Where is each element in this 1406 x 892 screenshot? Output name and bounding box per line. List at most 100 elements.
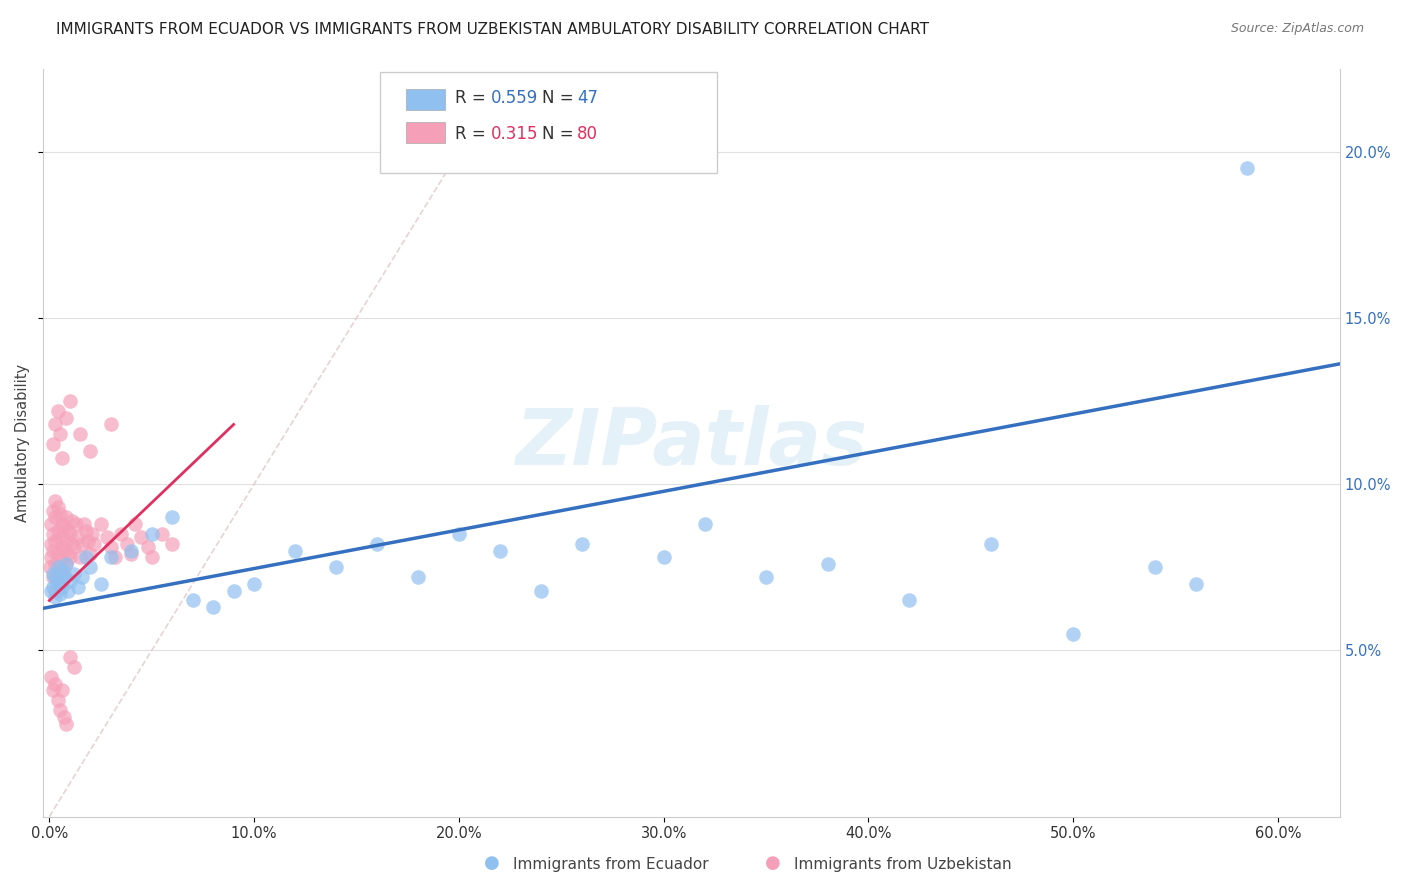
Point — [115, 537, 138, 551]
Point — [59, 574, 82, 588]
Point — [141, 550, 163, 565]
Point — [46, 500, 69, 515]
Point — [41, 670, 63, 684]
Point — [79, 443, 101, 458]
FancyBboxPatch shape — [380, 72, 717, 173]
Point — [52, 543, 75, 558]
Point — [42, 580, 65, 594]
Point — [1185, 577, 1208, 591]
Point — [79, 560, 101, 574]
Point — [42, 683, 65, 698]
Point — [70, 537, 93, 551]
Point — [160, 537, 183, 551]
Point — [55, 410, 77, 425]
Point — [56, 583, 79, 598]
Point — [60, 514, 83, 528]
Point — [1144, 560, 1167, 574]
Point — [42, 543, 65, 558]
Point — [136, 541, 159, 555]
Point — [44, 570, 66, 584]
Point — [46, 560, 69, 574]
Point — [73, 516, 96, 531]
FancyBboxPatch shape — [406, 122, 446, 144]
Point — [63, 541, 86, 555]
Point — [63, 566, 86, 581]
Point — [120, 543, 142, 558]
Point — [46, 524, 69, 538]
Point — [41, 516, 63, 531]
Point — [77, 533, 100, 548]
Point — [52, 520, 75, 534]
Point — [44, 493, 66, 508]
Point — [56, 524, 79, 538]
Point — [980, 537, 1002, 551]
Point — [66, 580, 89, 594]
Point — [46, 547, 69, 561]
Point — [222, 583, 245, 598]
Point — [70, 570, 93, 584]
Point — [96, 530, 118, 544]
Text: ●: ● — [765, 855, 782, 872]
Point — [51, 541, 73, 555]
Point — [83, 537, 105, 551]
Text: Immigrants from Ecuador: Immigrants from Ecuador — [513, 857, 709, 872]
Y-axis label: Ambulatory Disability: Ambulatory Disability — [15, 364, 30, 522]
Point — [46, 577, 69, 591]
Point — [48, 703, 70, 717]
Point — [366, 537, 388, 551]
FancyBboxPatch shape — [406, 88, 446, 110]
Point — [46, 693, 69, 707]
Point — [243, 577, 266, 591]
Point — [44, 583, 66, 598]
Point — [51, 580, 73, 594]
Point — [100, 541, 122, 555]
Point — [42, 570, 65, 584]
Point — [44, 676, 66, 690]
Point — [75, 550, 97, 565]
Point — [51, 683, 73, 698]
Point — [63, 660, 86, 674]
Point — [39, 560, 62, 574]
Text: ●: ● — [484, 855, 501, 872]
Point — [1062, 626, 1084, 640]
Point — [90, 516, 112, 531]
Point — [75, 524, 97, 538]
Point — [52, 566, 75, 581]
Point — [150, 527, 173, 541]
Point — [41, 583, 63, 598]
Point — [52, 570, 75, 584]
Point — [104, 550, 127, 565]
Point — [48, 574, 70, 588]
Point — [110, 527, 132, 541]
Point — [69, 427, 91, 442]
Point — [1236, 161, 1258, 176]
Point — [447, 527, 470, 541]
Point — [48, 587, 70, 601]
Point — [44, 417, 66, 432]
Point — [652, 550, 675, 565]
Point — [55, 716, 77, 731]
Point — [406, 570, 429, 584]
Point — [79, 547, 101, 561]
Point — [41, 537, 63, 551]
Point — [489, 543, 512, 558]
Point — [571, 537, 593, 551]
Point — [41, 550, 63, 565]
Point — [42, 527, 65, 541]
Point — [59, 394, 82, 409]
Text: ZIPatlas: ZIPatlas — [515, 405, 868, 481]
Point — [755, 570, 778, 584]
Point — [56, 547, 79, 561]
Text: 0.315: 0.315 — [491, 125, 538, 143]
Point — [42, 504, 65, 518]
Text: Source: ZipAtlas.com: Source: ZipAtlas.com — [1230, 22, 1364, 36]
Point — [124, 516, 146, 531]
Point — [44, 590, 66, 604]
Point — [131, 530, 153, 544]
Point — [48, 577, 70, 591]
Point — [55, 510, 77, 524]
Point — [120, 547, 142, 561]
Point — [65, 516, 87, 531]
Point — [325, 560, 347, 574]
Text: Immigrants from Uzbekistan: Immigrants from Uzbekistan — [794, 857, 1012, 872]
